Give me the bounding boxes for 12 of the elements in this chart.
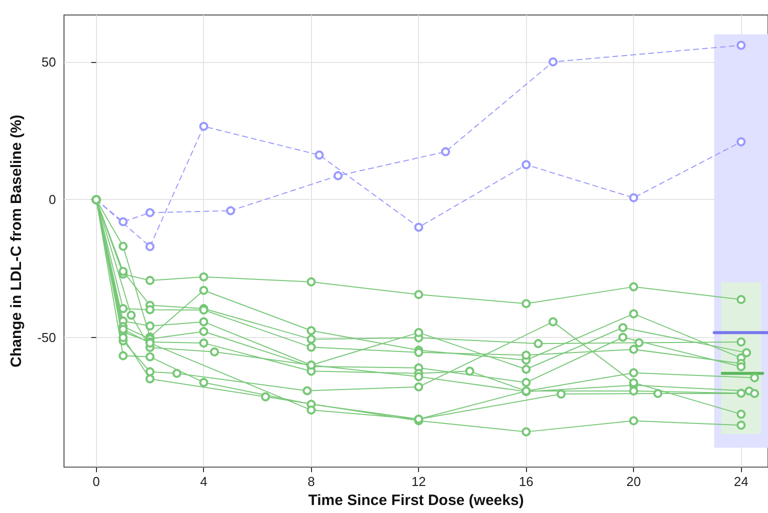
x-tick-label: 24 [734,474,748,490]
y-tick-label: 50 [42,54,56,70]
y-tick-label: -50 [37,330,56,346]
x-tick-label: 20 [626,474,641,490]
y-tick-label: 0 [48,192,56,208]
x-tick-label: 12 [411,474,426,490]
x-tick-label: 16 [518,474,534,490]
y-axis-title: Change in LDL-C from Baseline (%) [8,114,25,368]
x-axis-title: Time Since First Dose (weeks) [308,492,524,509]
x-tick-label: 0 [92,474,100,490]
x-tick-label: 4 [200,474,208,490]
x-tick-label: 8 [308,474,315,490]
